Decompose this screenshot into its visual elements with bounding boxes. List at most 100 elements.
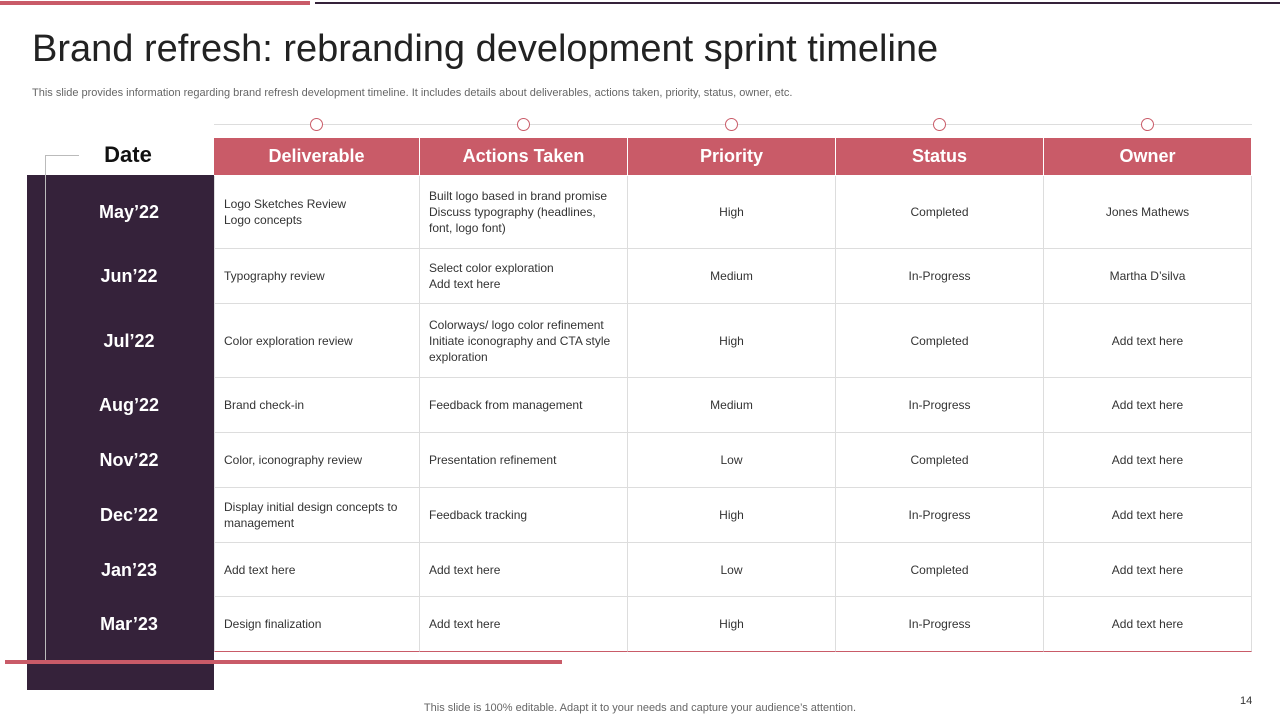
table-cell: Feedback from management <box>420 378 628 433</box>
footer-note: This slide is 100% editable. Adapt it to… <box>423 702 857 714</box>
table-cell: Add text here <box>1044 543 1252 597</box>
table-cell: In-Progress <box>836 488 1044 543</box>
cell-text: Jones Mathews <box>1105 205 1190 219</box>
cell-text: Discuss typography (headlines, font, log… <box>429 205 596 235</box>
timeline-dot <box>725 118 738 131</box>
table-cell: Add text here <box>420 543 628 597</box>
table-cell: In-Progress <box>836 249 1044 304</box>
cell-text: Color exploration review <box>224 333 353 348</box>
cell-text: Medium <box>710 398 753 412</box>
row-date: Jun’22 <box>100 266 158 286</box>
table-cell: Completed <box>836 176 1044 249</box>
cell-text: Design finalization <box>224 617 322 631</box>
table-cell: Add text here <box>1044 378 1252 433</box>
table-cell: High <box>628 176 836 249</box>
cell-text: Medium <box>710 269 753 283</box>
cell-text: Add text here <box>1111 333 1184 348</box>
row-date: Dec’22 <box>99 505 159 525</box>
cell-text: Low <box>720 562 743 577</box>
cell-text: Add text here <box>429 617 501 631</box>
table-cell: Add text here <box>1044 304 1252 378</box>
table-cell: In-Progress <box>836 597 1044 652</box>
timeline-dot <box>933 118 946 131</box>
column-header: Owner <box>1044 138 1252 175</box>
table-cell: Low <box>628 543 836 597</box>
bracket-top <box>45 155 79 156</box>
cell-text: Logo concepts <box>224 213 303 227</box>
cell-text: Colorways/ logo color refinement <box>429 317 604 332</box>
table-cell: Add text here <box>1044 597 1252 652</box>
cell-text: High <box>719 333 744 348</box>
cell-text: In-Progress <box>908 508 971 522</box>
cell-text: Color, iconography review <box>224 453 363 467</box>
table-cell: Completed <box>836 543 1044 597</box>
row-date: Jul’22 <box>103 330 155 351</box>
cell-text: High <box>719 617 744 631</box>
cell-text: Feedback from management <box>429 398 583 412</box>
table-cell: Completed <box>836 433 1044 488</box>
column-header: Status <box>836 138 1044 175</box>
cell-text: Typography review <box>224 269 325 283</box>
cell-text: Martha D’silva <box>1109 269 1186 283</box>
date-panel <box>27 175 214 690</box>
table-cell: Design finalization <box>214 597 420 652</box>
row-date: Nov’22 <box>99 450 159 470</box>
cell-text: Completed <box>910 333 969 348</box>
table-cell: Low <box>628 433 836 488</box>
cell-text: High <box>719 508 744 522</box>
cell-text: Add text here <box>1111 562 1184 577</box>
row-date: Jan’23 <box>100 559 158 580</box>
subtitle: This slide provides information regardin… <box>32 87 793 99</box>
cell-text: Add text here <box>1111 508 1184 522</box>
cell-text: In-Progress <box>908 617 971 631</box>
table-cell: Medium <box>628 249 836 304</box>
cell-text: Display initial design concepts to manag… <box>224 500 398 530</box>
table-cell: Medium <box>628 378 836 433</box>
cell-text: Select color exploration <box>429 261 554 275</box>
table-cell: Add text here <box>214 543 420 597</box>
cell-text: High <box>719 205 744 219</box>
table-cell: Built logo based in brand promise Discuss… <box>420 176 628 249</box>
cell-text: Initiate iconography and CTA style explo… <box>429 333 611 364</box>
cell-text: Low <box>720 453 743 467</box>
table-cell: Add text here <box>420 597 628 652</box>
cell-text: Completed <box>910 453 969 467</box>
table-cell: High <box>628 597 836 652</box>
cell-text: Built logo based in brand promise <box>429 189 608 203</box>
top-bar-accent <box>0 1 310 5</box>
cell-text: Add text here <box>429 562 501 577</box>
column-header: Actions Taken <box>420 138 628 175</box>
column-header: Priority <box>628 138 836 175</box>
table-cell: Logo Sketches Review Logo concepts <box>214 176 420 249</box>
bottom-bar <box>5 660 562 664</box>
row-date: Aug’22 <box>98 395 159 415</box>
table-cell: Add text here <box>1044 488 1252 543</box>
table-cell: Display initial design concepts to manag… <box>214 488 420 543</box>
table-cell: Typography review <box>214 249 420 304</box>
table-cell: Color exploration review <box>214 304 420 378</box>
cell-text: Add text here <box>224 562 296 577</box>
table-cell: Feedback tracking <box>420 488 628 543</box>
cell-text: Add text here <box>1111 453 1184 467</box>
cell-text: Completed <box>910 562 969 577</box>
cell-text: Add text here <box>1111 617 1184 631</box>
timeline-dot <box>1141 118 1154 131</box>
table-cell: Jones Mathews <box>1044 176 1252 249</box>
timeline-dot <box>310 118 323 131</box>
table-cell: Martha D’silva <box>1044 249 1252 304</box>
cell-text: In-Progress <box>908 269 971 283</box>
cell-text: Logo Sketches Review <box>224 197 347 211</box>
cell-text: Presentation refinement <box>429 453 557 467</box>
table-cell: Add text here <box>1044 433 1252 488</box>
table-cell: Presentation refinement <box>420 433 628 488</box>
cell-text: Completed <box>910 205 969 219</box>
cell-text: In-Progress <box>908 398 971 412</box>
title: Brand refresh: rebranding development sp… <box>32 28 939 70</box>
table-cell: In-Progress <box>836 378 1044 433</box>
page-number: 14 <box>1240 695 1253 707</box>
bracket-line <box>45 155 46 660</box>
table-cell: Colorways/ logo color refinement Initiate… <box>420 304 628 378</box>
top-bar <box>315 2 1280 4</box>
table-cell: High <box>628 304 836 378</box>
